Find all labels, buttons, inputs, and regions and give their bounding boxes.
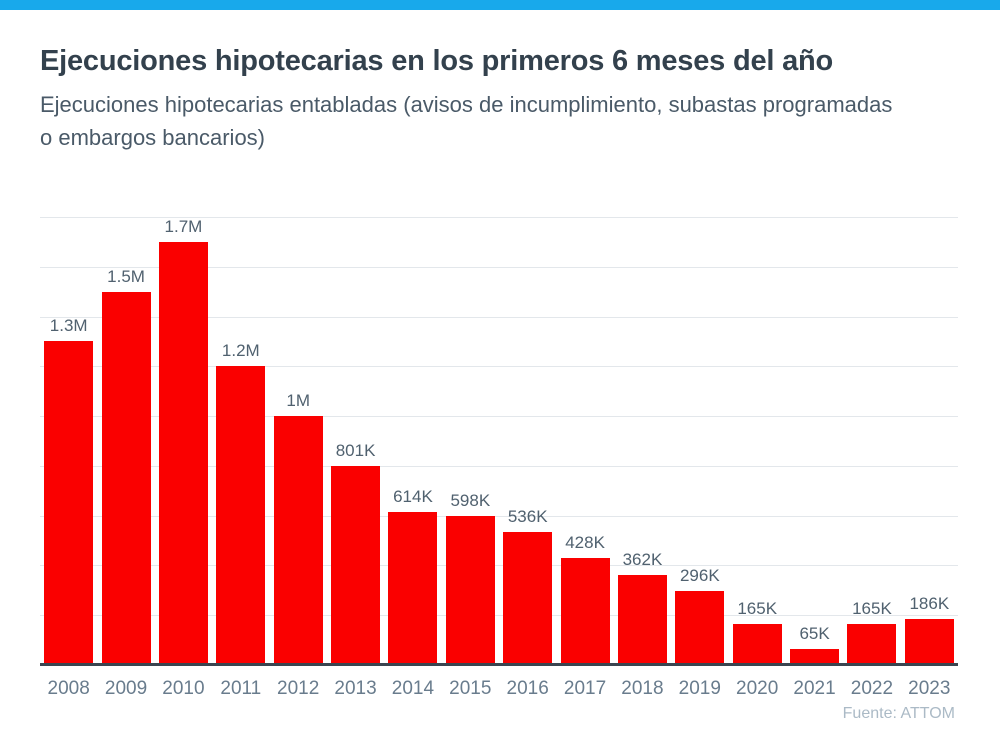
gridline <box>40 565 958 567</box>
bar-value-label: 614K <box>393 486 433 506</box>
year-label: 2010 <box>162 678 205 699</box>
bar-value-label: 165K <box>737 598 778 618</box>
year-label: 2012 <box>277 678 320 699</box>
bar <box>847 624 897 665</box>
bar-value-label: 428K <box>565 532 605 552</box>
bar-column: 362K <box>614 217 671 665</box>
year-label: 2019 <box>678 678 721 699</box>
year-labels-row: 2008 2009 2010 2011 2012 2013 2014 2015 2016 2017… <box>40 678 958 700</box>
year-label: 2023 <box>908 678 951 699</box>
bar <box>790 649 840 665</box>
page-title: Ejecuciones hipotecarias en los primeros… <box>40 45 834 77</box>
bar-column: 1M <box>270 217 327 665</box>
bar-column: 428K <box>556 217 613 665</box>
bar <box>445 516 495 665</box>
gridline <box>40 316 958 318</box>
bar-value-label: 801K <box>335 440 376 460</box>
bar-value-label: 65K <box>799 623 830 643</box>
bar-column: 296K <box>671 217 728 665</box>
gridline <box>40 217 958 218</box>
year-label: 2021 <box>793 678 836 699</box>
year-label: 2022 <box>850 678 894 699</box>
year-label: 2011 <box>220 678 262 699</box>
bar-column: 1.7M <box>155 217 212 665</box>
source-credit: Fuente: ATTOM <box>842 705 955 722</box>
bar <box>560 558 610 665</box>
year-label: 2020 <box>736 678 779 699</box>
top-accent-bar <box>0 0 1000 10</box>
bar-column: 536K <box>499 217 556 665</box>
gridline <box>40 416 958 418</box>
bars-container: 1.3M 1.5M 1.7M 1.2M 1M 801K 614K 598K 536K 428K 36… <box>40 217 958 665</box>
bar-value-label: 186K <box>909 593 950 613</box>
page-subtitle: Ejecuciones hipotecarias entabladas (avi… <box>40 92 893 150</box>
year-label: 2013 <box>334 678 377 699</box>
gridline <box>40 515 958 517</box>
year-label: 2017 <box>563 678 607 699</box>
bar-value-label: 536K <box>507 506 548 526</box>
year-label: 2018 <box>621 678 664 699</box>
bar <box>44 341 94 665</box>
year-label: 2015 <box>449 678 492 699</box>
bar-value-label: 165K <box>852 598 892 618</box>
bar-column: 1.3M <box>40 217 97 665</box>
bar-value-label: 1.7M <box>164 217 203 236</box>
bar-column: 614K <box>384 217 441 665</box>
gridline <box>40 266 958 268</box>
bar <box>273 416 323 665</box>
gridline <box>40 615 958 617</box>
bar <box>101 292 151 665</box>
year-label: 2014 <box>391 678 435 699</box>
bar-column: 598K <box>442 217 499 665</box>
bar-value-label: 296K <box>679 565 720 585</box>
bar-column: 65K <box>786 217 843 665</box>
bar-value-label: 1.2M <box>221 340 260 360</box>
bar-column: 165K <box>843 217 900 665</box>
bar-column: 165K <box>729 217 786 665</box>
bar-value-label: 598K <box>450 490 491 510</box>
bar-value-label: 1.3M <box>49 315 88 335</box>
bar-value-label: 362K <box>622 549 663 569</box>
bar <box>216 366 266 665</box>
year-label: 2008 <box>47 678 90 699</box>
gridline <box>40 465 958 467</box>
bar <box>617 575 667 665</box>
bar-column: 1.2M <box>212 217 269 665</box>
bar-value-label: 1M <box>286 390 310 410</box>
year-label: 2009 <box>104 678 148 699</box>
bar <box>503 532 553 665</box>
bar-value-label: 1.5M <box>107 266 145 286</box>
x-axis-line <box>40 663 958 666</box>
bar <box>158 242 208 665</box>
bar-column: 186K <box>901 217 958 665</box>
bar <box>904 619 954 665</box>
bar-column: 801K <box>327 217 384 665</box>
bar <box>675 591 725 665</box>
bar-column: 1.5M <box>97 217 154 665</box>
bar <box>388 512 438 665</box>
bar <box>331 466 381 665</box>
bar <box>732 624 782 665</box>
year-label: 2016 <box>506 678 549 699</box>
gridline <box>40 366 958 368</box>
foreclosure-bar-chart: 1.3M 1.5M 1.7M 1.2M 1M 801K 614K 598K 536K 428K 36… <box>40 217 958 666</box>
